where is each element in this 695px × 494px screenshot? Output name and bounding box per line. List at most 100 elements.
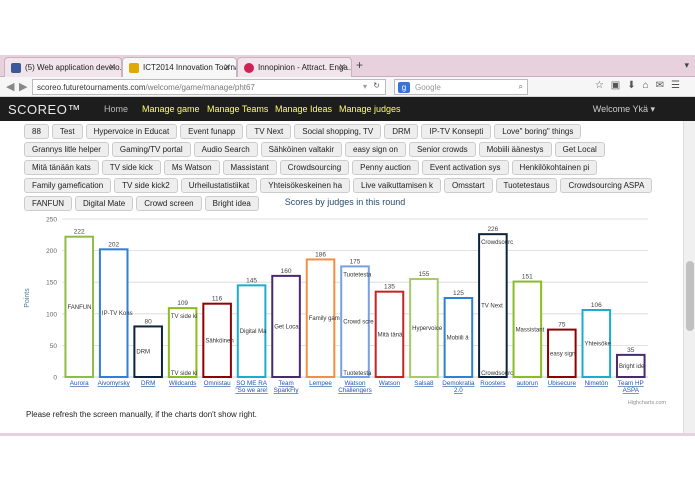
bar-inner-label: Bright ide <box>619 364 645 370</box>
idea-chip[interactable]: TV side kick2 <box>114 178 178 193</box>
idea-chip[interactable]: Social shopping, TV <box>294 124 382 139</box>
idea-chip[interactable]: Audio Search <box>193 142 258 157</box>
idea-chip[interactable]: Sähköinen valtakir <box>260 142 343 157</box>
idea-chip[interactable]: Penny auction <box>352 160 419 175</box>
x-tick-label[interactable]: Team HP ASPA <box>618 380 644 394</box>
idea-chip[interactable]: DRM <box>384 124 419 139</box>
idea-chip[interactable]: Senior crowds <box>408 142 476 157</box>
idea-chip[interactable]: Crowd screen <box>136 196 202 211</box>
tab-list-icon[interactable]: ▾ <box>684 60 689 70</box>
browser-tab-1[interactable]: (5) Web application develo... ✕ <box>4 57 122 77</box>
idea-chip[interactable]: Hypervoice in Educat <box>85 124 178 139</box>
google-icon[interactable]: g <box>398 82 410 93</box>
x-tick-label[interactable]: Demokratia 2.0 <box>442 380 475 394</box>
idea-chip[interactable]: Omsstart <box>444 178 493 193</box>
idea-chip[interactable]: Event activation sys <box>421 160 509 175</box>
bar <box>340 265 370 378</box>
bar <box>374 290 405 378</box>
idea-chip[interactable]: Crowdsourcing <box>279 160 350 175</box>
forward-icon[interactable]: ▶ <box>19 81 28 93</box>
x-tick-label[interactable]: DRM <box>141 380 155 387</box>
x-tick-label[interactable]: Roosters <box>480 380 505 387</box>
x-tick-label[interactable]: Team SparkFly <box>274 380 300 394</box>
x-tick-label[interactable]: Watson <box>379 380 401 387</box>
bar <box>236 284 267 378</box>
idea-chip[interactable]: Ms Watson <box>163 160 220 175</box>
search-icon[interactable]: ⌕ <box>518 82 523 91</box>
app-navbar: SCOREO™ Home Manage game Manage Teams Ma… <box>0 97 695 121</box>
bar <box>512 280 543 378</box>
idea-chip[interactable]: Yhteisökeskeinen ha <box>260 178 351 193</box>
idea-chip[interactable]: easy sign on <box>345 142 406 157</box>
data-label: 125 <box>453 290 464 297</box>
nav-manage-ideas[interactable]: Manage Ideas <box>275 104 333 114</box>
idea-chip[interactable]: TV Next <box>246 124 292 139</box>
nav-manage-judges[interactable]: Manage judges <box>339 104 401 114</box>
data-label: 175 <box>350 258 361 265</box>
bar-inner-label: Crowdsourc <box>481 371 513 377</box>
idea-chip[interactable]: Massistant <box>222 160 277 175</box>
browser-navbar: ◀ ▶ scoreo.futuretournaments.com/welcome… <box>0 77 695 97</box>
toolbar-icons[interactable]: ☆▣⬇⌂✉☰ <box>594 80 687 91</box>
x-tick-label[interactable]: Omnistau <box>204 380 231 387</box>
idea-chip[interactable]: Gaming/TV portal <box>111 142 191 157</box>
new-tab-button[interactable]: + <box>356 58 364 72</box>
user-menu[interactable]: Welcome Ykä ▾ <box>592 104 655 114</box>
x-tick-label[interactable]: Wildcards <box>169 380 197 387</box>
back-icon[interactable]: ◀ <box>6 81 15 93</box>
x-tick-label[interactable]: Ubisecure <box>548 380 577 387</box>
idea-chip[interactable]: 88 <box>24 124 49 139</box>
idea-chip[interactable]: Event funapp <box>180 124 244 139</box>
search-box[interactable]: g Google ⌕ <box>394 79 528 95</box>
scrollbar-thumb[interactable] <box>686 261 694 331</box>
idea-chip[interactable]: Digital Mate <box>75 196 134 211</box>
bar-inner-label: Tuotetesta <box>343 272 372 278</box>
idea-chip[interactable]: Test <box>51 124 83 139</box>
close-icon[interactable]: ✕ <box>108 62 116 72</box>
url-bar[interactable]: scoreo.futuretournaments.com/welcome/gam… <box>32 79 386 95</box>
idea-chip[interactable]: Crowdsourcing ASPA <box>560 178 653 193</box>
x-tick-label[interactable]: Nimetön <box>585 380 609 387</box>
bar <box>167 307 198 378</box>
close-icon[interactable]: ✕ <box>338 62 346 72</box>
idea-chip[interactable]: Bright idea <box>204 196 259 211</box>
x-tick-label[interactable]: SO ME RA "So we are! <box>235 380 268 394</box>
x-tick-label[interactable]: Lempee <box>309 380 332 387</box>
idea-chip[interactable]: Love" boring" things <box>494 124 582 139</box>
data-label: 145 <box>246 277 257 284</box>
data-label: 75 <box>558 322 566 329</box>
browser-tab-3[interactable]: Innopinion - Attract. Enga... ✕ <box>237 57 352 77</box>
idea-chip[interactable]: Tuotetestaus <box>495 178 558 193</box>
bar-inner-label: DRM <box>136 350 150 356</box>
idea-chip[interactable]: Get Local <box>554 142 605 157</box>
y-tick-label: 250 <box>46 217 57 224</box>
x-tick-label[interactable]: Watson Challengers <box>338 380 372 394</box>
nav-manage-teams[interactable]: Manage Teams <box>207 104 269 114</box>
idea-chip[interactable]: Live vaikuttamisen k <box>353 178 442 193</box>
idea-chip[interactable]: Mobiili äänestys <box>478 142 552 157</box>
idea-chip[interactable]: Grannys litle helper <box>24 142 109 157</box>
scrollbar[interactable] <box>683 121 695 433</box>
idea-chip[interactable]: FANFUN <box>24 196 72 211</box>
bar-inner-label: Crowd scre <box>343 320 374 326</box>
idea-chip[interactable]: TV side kick <box>101 160 161 175</box>
idea-chip[interactable]: Mitä tänään kats <box>24 160 99 175</box>
x-tick-label[interactable]: Salsa8 <box>414 380 434 387</box>
browser-tab-2[interactable]: ICT2014 Innovation Tourna... ✕ <box>122 57 237 77</box>
nav-manage-game[interactable]: Manage game <box>142 104 200 114</box>
brand-logo[interactable]: SCOREO™ <box>8 102 81 117</box>
idea-chip[interactable]: Henkilökohtainen pi <box>511 160 598 175</box>
bar <box>98 248 129 378</box>
reload-icon[interactable]: ↻ <box>373 81 380 90</box>
x-tick-label[interactable]: autorun <box>517 380 539 387</box>
idea-chip[interactable]: Family gamefication <box>24 178 112 193</box>
nav-home[interactable]: Home <box>104 104 129 114</box>
close-icon[interactable]: ✕ <box>223 62 231 72</box>
idea-chip[interactable]: Urheilustatistiikat <box>180 178 258 193</box>
bar <box>64 235 95 378</box>
idea-chip[interactable]: IP-TV Konsepti <box>421 124 492 139</box>
x-tick-label[interactable]: Aurora <box>70 380 89 387</box>
bar-inner-label: TV side ki <box>171 314 197 320</box>
dropdown-icon[interactable]: ▾ <box>362 82 367 91</box>
x-tick-label[interactable]: Aivomyrsky <box>98 380 131 387</box>
